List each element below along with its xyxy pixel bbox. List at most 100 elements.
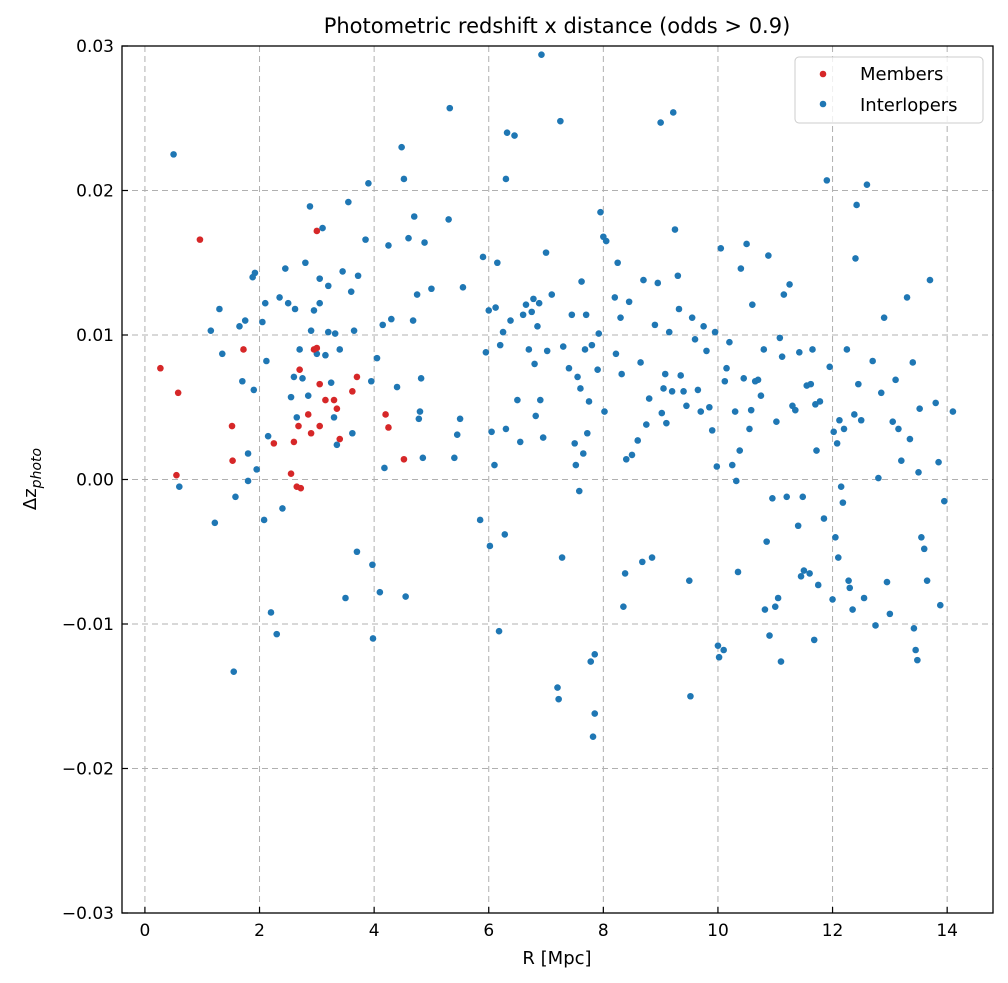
data-point-interlopers <box>250 386 258 394</box>
data-point-interlopers <box>398 143 405 151</box>
data-point-interlopers <box>717 245 725 252</box>
data-point-interlopers <box>663 419 670 427</box>
data-point-interlopers <box>660 385 667 392</box>
data-point-interlopers <box>230 668 238 675</box>
data-point-interlopers <box>260 516 268 524</box>
data-point-interlopers <box>674 272 682 280</box>
data-point-interlopers <box>728 461 736 469</box>
data-point-interlopers <box>628 451 636 459</box>
data-point-interlopers <box>537 396 544 404</box>
data-point-members <box>385 424 392 431</box>
data-point-interlopers <box>293 414 301 421</box>
data-point-interlopers <box>691 336 699 343</box>
data-point-interlopers <box>853 201 860 209</box>
data-point-interlopers <box>327 379 335 386</box>
data-point-interlopers <box>643 421 650 428</box>
data-point-interlopers <box>936 601 944 609</box>
y-tick-label: 0.03 <box>76 37 114 57</box>
data-point-members <box>270 440 278 447</box>
legend-marker-members <box>819 70 827 78</box>
data-point-interlopers <box>367 377 375 385</box>
data-point-interlopers <box>823 177 831 184</box>
data-point-interlopers <box>839 499 847 506</box>
data-point-interlopers <box>920 545 928 553</box>
data-point-interlopers <box>522 301 530 308</box>
data-point-interlopers <box>665 328 673 336</box>
data-point-interlopers <box>451 454 458 462</box>
data-point-interlopers <box>765 252 772 259</box>
data-point-interlopers <box>875 474 882 482</box>
data-point-interlopers <box>807 380 815 388</box>
data-point-interlopers <box>883 578 891 586</box>
data-point-interlopers <box>299 375 306 382</box>
data-point-interlopers <box>428 285 435 293</box>
data-point-interlopers <box>400 175 408 183</box>
data-point-interlopers <box>575 487 583 495</box>
data-point-interlopers <box>834 554 842 561</box>
data-point-interlopers <box>492 304 499 311</box>
data-point-interlopers <box>926 276 934 284</box>
data-point-interlopers <box>588 341 596 349</box>
data-point-members <box>174 389 182 397</box>
data-point-interlopers <box>840 425 848 433</box>
data-point-interlopers <box>776 334 784 342</box>
data-point-interlopers <box>620 603 627 610</box>
data-point-interlopers <box>582 311 590 319</box>
data-point-interlopers <box>895 425 902 433</box>
data-point-interlopers <box>528 308 536 316</box>
data-point-interlopers <box>535 299 543 307</box>
data-point-interlopers <box>740 375 748 382</box>
data-point-interlopers <box>732 477 740 485</box>
data-point-interlopers <box>241 317 249 324</box>
data-point-interlopers <box>525 346 533 353</box>
data-point-interlopers <box>912 646 919 654</box>
data-point-interlopers <box>373 354 381 362</box>
data-point-interlopers <box>855 380 862 388</box>
data-point-interlopers <box>585 398 593 405</box>
data-point-interlopers <box>915 468 922 476</box>
data-point-interlopers <box>634 437 642 444</box>
data-point-interlopers <box>446 104 454 112</box>
data-point-interlopers <box>761 606 769 613</box>
y-tick-label: −0.03 <box>62 904 114 924</box>
data-point-members <box>333 405 341 412</box>
data-point-interlopers <box>843 346 851 353</box>
data-point-interlopers <box>671 226 679 233</box>
data-point-interlopers <box>350 327 358 334</box>
data-point-interlopers <box>683 402 690 410</box>
data-point-members <box>400 455 408 463</box>
data-point-interlopers <box>826 363 833 371</box>
data-point-interlopers <box>763 538 770 545</box>
data-point-interlopers <box>381 464 388 472</box>
data-point-interlopers <box>889 418 897 426</box>
x-axis-label: R [Mpc] <box>522 948 591 969</box>
data-point-interlopers <box>773 418 780 426</box>
data-point-interlopers <box>581 346 589 353</box>
data-point-interlopers <box>714 642 722 649</box>
data-point-members <box>290 438 298 446</box>
data-point-interlopers <box>622 455 630 463</box>
data-point-interlopers <box>810 636 818 644</box>
data-point-interlopers <box>700 323 707 330</box>
data-point-interlopers <box>574 373 581 381</box>
data-point-interlopers <box>757 392 765 399</box>
data-point-interlopers <box>496 341 504 349</box>
data-point-interlopers <box>503 129 511 136</box>
data-point-interlopers <box>409 317 417 324</box>
data-point-interlopers <box>571 440 578 447</box>
data-point-interlopers <box>491 461 498 469</box>
data-point-interlopers <box>516 438 524 446</box>
data-point-interlopers <box>296 346 303 353</box>
data-point-interlopers <box>923 577 931 584</box>
data-point-members <box>349 388 356 395</box>
data-point-interlopers <box>621 570 629 577</box>
data-point-interlopers <box>677 372 685 379</box>
y-tick-label: −0.01 <box>62 615 114 635</box>
data-point-interlopers <box>216 305 223 313</box>
data-point-interlopers <box>685 577 693 584</box>
data-point-interlopers <box>792 406 799 414</box>
data-point-interlopers <box>940 497 948 505</box>
x-tick-label: 6 <box>483 921 494 941</box>
y-axis-label-subscript: photo <box>29 448 45 489</box>
data-point-interlopers <box>857 416 865 424</box>
